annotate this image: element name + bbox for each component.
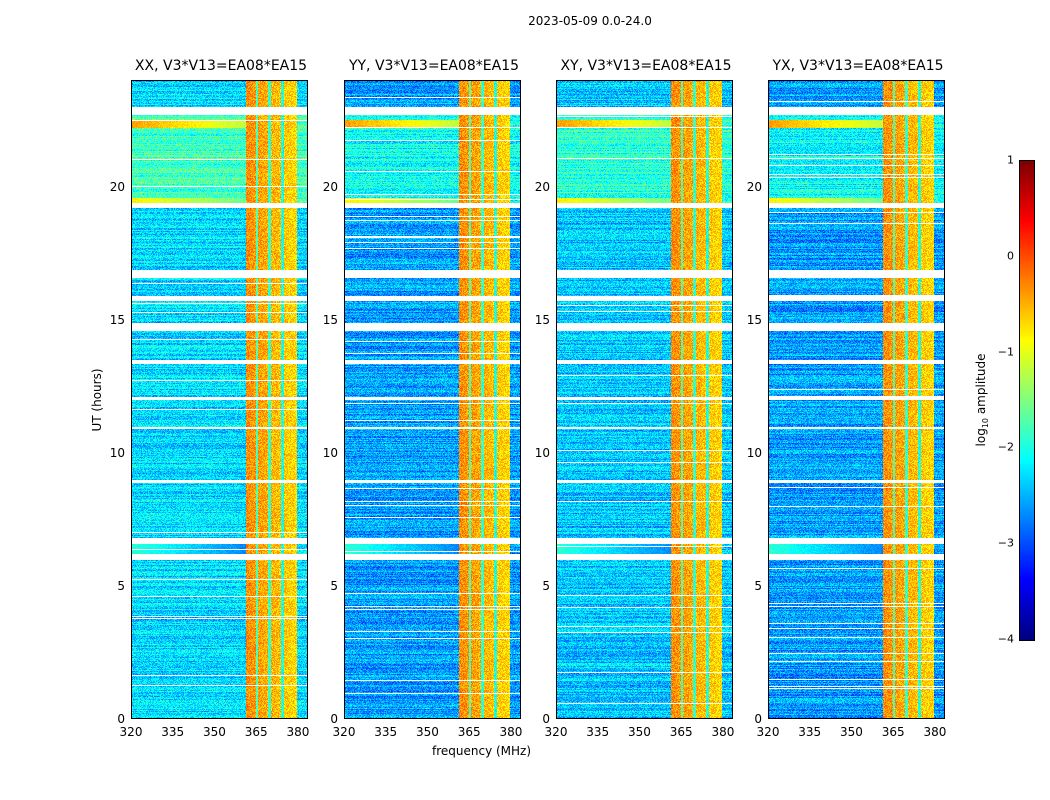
panel-title: XY, V3*V13=EA08*EA15 — [560, 58, 732, 74]
colorbar-label: log10 amplitude — [973, 353, 991, 447]
colorbar-tick-label: −3 — [997, 536, 1014, 550]
y-tick-label: 10 — [109, 445, 125, 460]
y-tick-label: 20 — [322, 179, 338, 194]
colorbar-tick-label: −4 — [997, 632, 1014, 646]
y-tick-label: 15 — [109, 312, 125, 327]
y-axis-label: UT (hours) — [90, 368, 104, 432]
colorbar-tick-label: 0 — [1007, 249, 1014, 263]
x-axis-label: frequency (MHz) — [432, 744, 532, 758]
spectrogram-image — [768, 80, 945, 719]
spectrogram-panel: YY, V3*V13=EA08*EA15 — [344, 58, 521, 719]
figure-title: 2023-05-09 0.0-24.0 — [528, 14, 652, 28]
y-tick-label: 20 — [746, 179, 762, 194]
x-tick-label: 335 — [374, 725, 398, 739]
x-tick-label: 350 — [203, 725, 226, 739]
y-tick-label: 15 — [322, 312, 338, 327]
y-tick-label: 5 — [330, 578, 338, 593]
spectrogram-panel: XX, V3*V13=EA08*EA15 — [131, 58, 308, 719]
spectrogram-panel: YX, V3*V13=EA08*EA15 — [768, 58, 945, 719]
panel-title: XX, V3*V13=EA08*EA15 — [134, 58, 308, 74]
x-tick-label: 365 — [881, 725, 905, 739]
colorbar-tick-label: −2 — [997, 440, 1014, 454]
x-tick-label: 335 — [586, 725, 610, 739]
panel-title: YX, V3*V13=EA08*EA15 — [772, 58, 944, 74]
spectrogram-image — [344, 80, 521, 719]
y-tick-label: 0 — [330, 712, 338, 726]
y-tick-label: 20 — [109, 179, 125, 194]
x-tick-label: 350 — [840, 725, 863, 739]
colorbar — [1019, 160, 1035, 641]
panel-title: YY, V3*V13=EA08*EA15 — [348, 58, 520, 74]
y-tick-label: 5 — [754, 578, 762, 593]
x-tick-label: 350 — [628, 725, 651, 739]
y-tick-label: 10 — [322, 445, 338, 460]
y-tick-label: 15 — [534, 312, 550, 327]
colorbar-tick-label: −1 — [997, 345, 1014, 359]
spectrogram-image — [556, 80, 733, 719]
spectrogram-image — [131, 80, 308, 719]
x-tick-label: 365 — [244, 725, 268, 739]
x-tick-label: 335 — [798, 725, 822, 739]
y-tick-label: 10 — [534, 445, 550, 460]
x-tick-label: 380 — [499, 725, 523, 739]
y-tick-label: 0 — [117, 712, 125, 726]
x-tick-label: 335 — [161, 725, 185, 739]
y-tick-label: 5 — [117, 578, 125, 593]
x-tick-label: 365 — [669, 725, 693, 739]
x-tick-label: 320 — [544, 725, 568, 739]
y-tick-label: 20 — [534, 179, 550, 194]
x-tick-label: 380 — [711, 725, 735, 739]
y-tick-label: 0 — [542, 712, 550, 726]
y-tick-label: 0 — [754, 712, 762, 726]
y-tick-label: 15 — [746, 312, 762, 327]
spectrogram-panel: XY, V3*V13=EA08*EA15 — [556, 58, 733, 719]
x-tick-label: 380 — [286, 725, 310, 739]
x-tick-label: 320 — [756, 725, 780, 739]
x-tick-label: 380 — [923, 725, 947, 739]
x-tick-label: 320 — [332, 725, 356, 739]
x-tick-label: 320 — [119, 725, 143, 739]
y-tick-label: 5 — [542, 578, 550, 593]
y-tick-label: 10 — [746, 445, 762, 460]
colorbar-tick-label: 1 — [1007, 153, 1014, 167]
x-tick-label: 350 — [416, 725, 439, 739]
x-tick-label: 365 — [457, 725, 481, 739]
